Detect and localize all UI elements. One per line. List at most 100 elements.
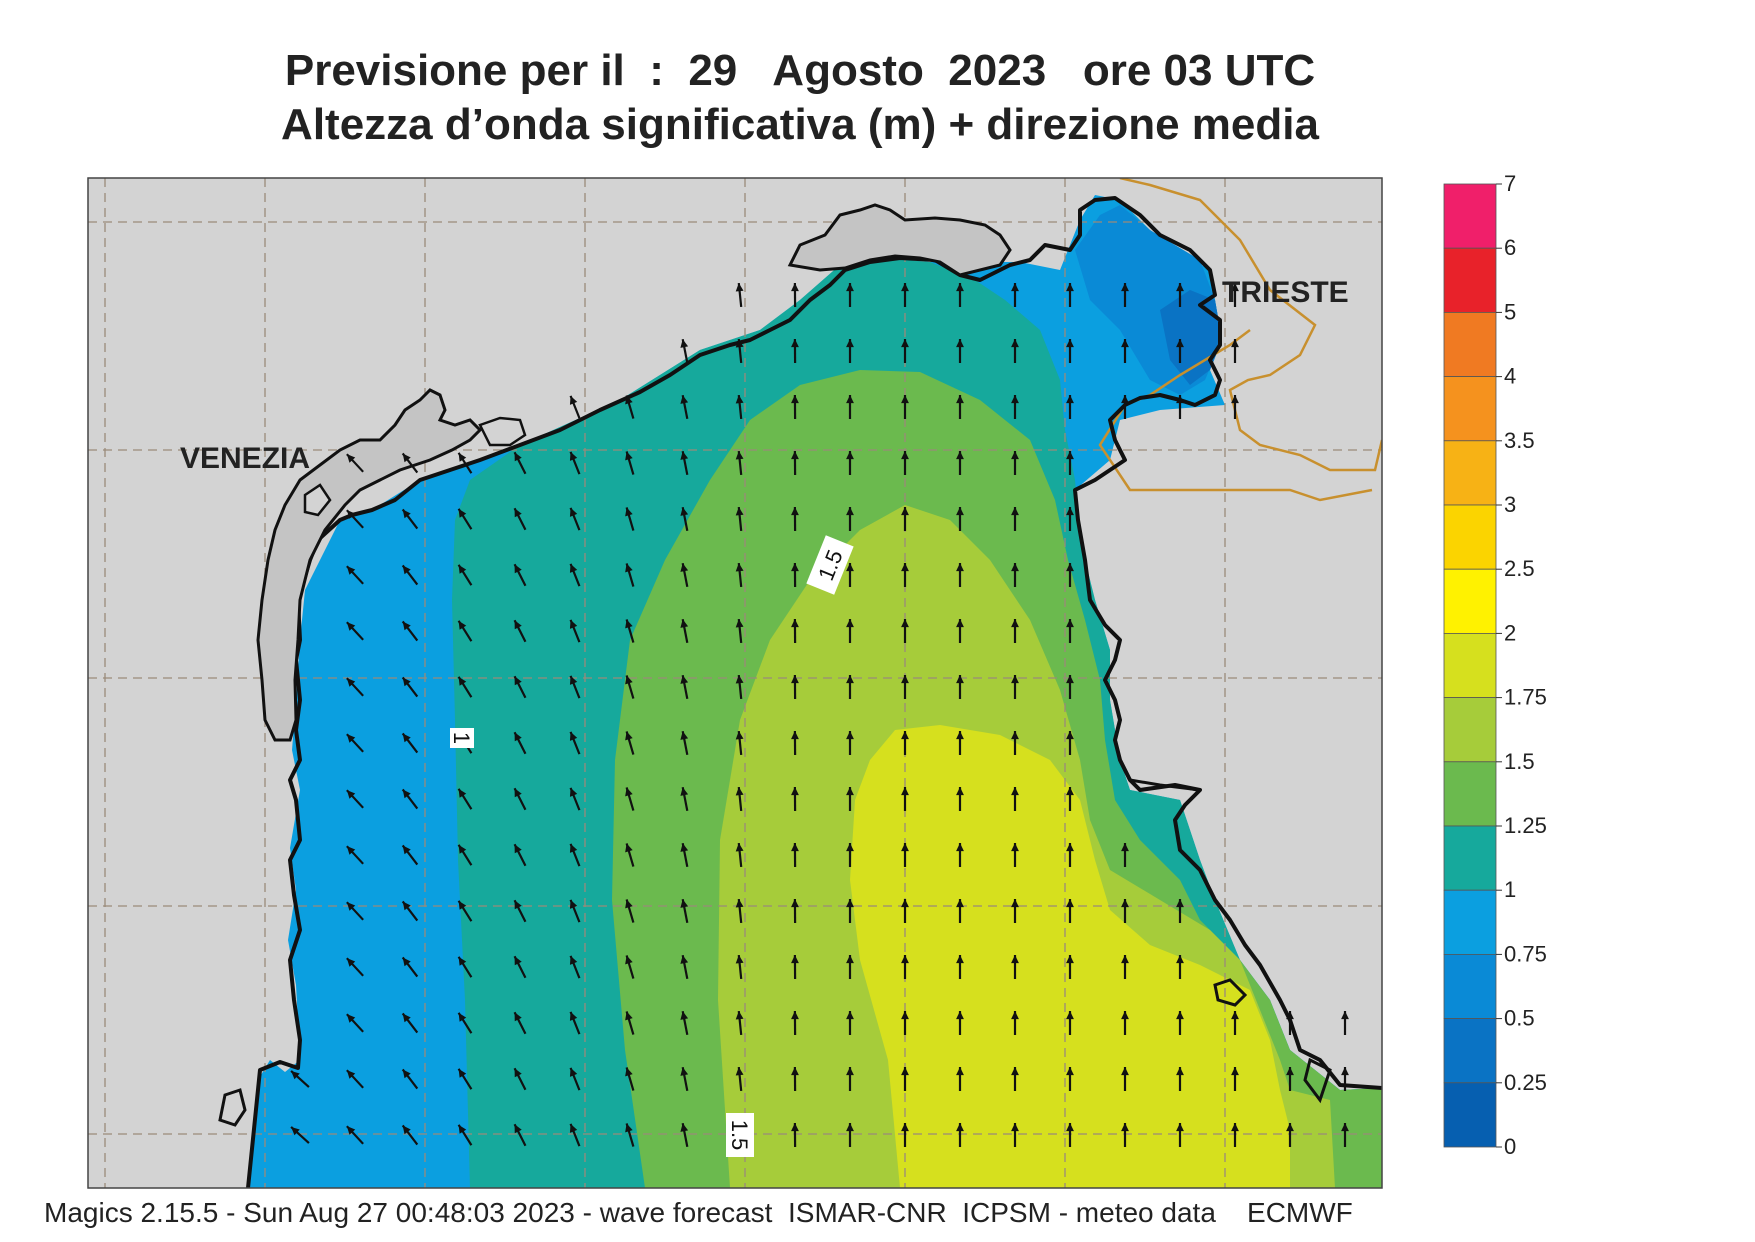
arrow-icon [1011, 787, 1019, 796]
arrow-icon [625, 507, 633, 517]
arrow-icon [901, 1011, 909, 1020]
arrow-icon [514, 1012, 522, 1022]
arrow-icon [1066, 899, 1074, 908]
arrow-icon [402, 1125, 411, 1135]
map-title-line1: Previsione per il : 29 Agosto 2023 ore 0… [284, 46, 1316, 95]
arrow-icon [625, 1067, 633, 1077]
arrow-icon [1066, 507, 1074, 516]
arrow-icon [1011, 1123, 1019, 1132]
colorbar-label: 4 [1504, 364, 1516, 389]
arrow-icon [1176, 1067, 1184, 1076]
arrow-icon [791, 1067, 799, 1076]
arrow-icon [791, 955, 799, 964]
colorbar: 7 6 5 4 3.5 3 2.5 2 1.75 1.5 1.25 1 0.75 0.5 0.25 0 [1443, 171, 1547, 1159]
arrow-icon [346, 510, 356, 519]
arrow-icon [846, 283, 854, 292]
arrow-icon [680, 899, 689, 908]
arrow-icon [846, 1011, 854, 1020]
arrow-icon [514, 900, 522, 910]
arrow-icon [402, 789, 411, 799]
arrow-icon [735, 507, 744, 516]
arrow-icon [1176, 1011, 1184, 1020]
arrow-icon [846, 339, 854, 348]
arrow-icon [1066, 675, 1074, 684]
arrow-icon [514, 508, 522, 518]
arrow-icon [458, 1124, 467, 1134]
arrow-icon [846, 507, 854, 516]
arrow-icon [402, 1069, 411, 1079]
arrow-icon [346, 846, 356, 855]
colorbar-label: 5 [1504, 299, 1516, 324]
arrow-icon [514, 1124, 522, 1134]
arrow-icon [346, 958, 356, 967]
map-title-line2: Altezza d’onda significativa (m) + direz… [281, 100, 1319, 149]
arrow-icon [956, 451, 964, 460]
arrow-icon [735, 1067, 744, 1076]
arrow-icon [625, 1011, 633, 1021]
arrow-icon [458, 788, 467, 798]
arrow-icon [1011, 1067, 1019, 1076]
coastline-east-detail [1129, 778, 1332, 1104]
arrow-icon [735, 339, 744, 348]
arrow-icon [402, 1013, 411, 1023]
arrow-icon [458, 452, 467, 462]
arrow-icon [1121, 1011, 1129, 1020]
arrow-icon [956, 339, 964, 348]
arrow-icon [1176, 339, 1184, 348]
arrow-icon [901, 507, 909, 516]
colorbar-label: 0 [1504, 1134, 1516, 1159]
arrow-icon [625, 843, 633, 853]
arrow-icon [901, 899, 909, 908]
arrow-icon [402, 677, 411, 687]
arrow-icon [346, 734, 356, 743]
grado-lagoon [787, 203, 1012, 277]
arrow-icon [956, 507, 964, 516]
arrow-icon [1011, 619, 1019, 628]
arrow-icon [901, 675, 909, 684]
arrow-icon [901, 731, 909, 740]
colorbar-swatch [1443, 1082, 1497, 1148]
arrow-icon [680, 675, 689, 684]
arrow-icon [956, 787, 964, 796]
arrow-icon [735, 675, 744, 684]
arrow-icon [1066, 563, 1074, 572]
colorbar-label: 3.5 [1504, 428, 1535, 453]
arrow-icon [1066, 843, 1074, 852]
arrow-icon [402, 453, 411, 463]
arrow-icon [625, 563, 633, 573]
arrow-icon [625, 955, 633, 965]
wave-direction-arrows [290, 282, 1349, 1148]
arrow-icon [846, 731, 854, 740]
arrow-icon [1231, 283, 1239, 292]
arrow-icon [1066, 955, 1074, 964]
colorbar-label: 2 [1504, 620, 1516, 645]
arrow-icon [569, 563, 578, 573]
arrow-icon [735, 1011, 744, 1020]
arrow-icon [791, 787, 799, 796]
arrow-icon [1011, 283, 1019, 292]
arrow-icon [569, 731, 578, 741]
arrow-icon [346, 790, 356, 799]
arrow-icon [1231, 1011, 1239, 1020]
arrow-icon [791, 283, 799, 292]
colorbar-swatch [1443, 311, 1497, 377]
arrow-icon [846, 843, 854, 852]
arrow-icon [1286, 1067, 1294, 1076]
arrow-icon [569, 675, 578, 685]
arrow-icon [956, 395, 964, 404]
arrow-icon [569, 1123, 578, 1133]
arrow-icon [735, 563, 744, 572]
arrow-icon [791, 843, 799, 852]
venice-lagoon-island [303, 483, 332, 517]
arrow-icon [956, 1011, 964, 1020]
arrow-icon [680, 395, 689, 404]
lat-lon-grid [88, 178, 1382, 1188]
arrow-icon [1231, 1067, 1239, 1076]
arrow-icon [735, 395, 744, 404]
arrow-icon [514, 1068, 522, 1078]
arrow-icon [346, 566, 356, 575]
arrow-icon [1011, 563, 1019, 572]
arrow-icon [791, 619, 799, 628]
arrow-icon [901, 339, 909, 348]
arrow-icon [1011, 339, 1019, 348]
